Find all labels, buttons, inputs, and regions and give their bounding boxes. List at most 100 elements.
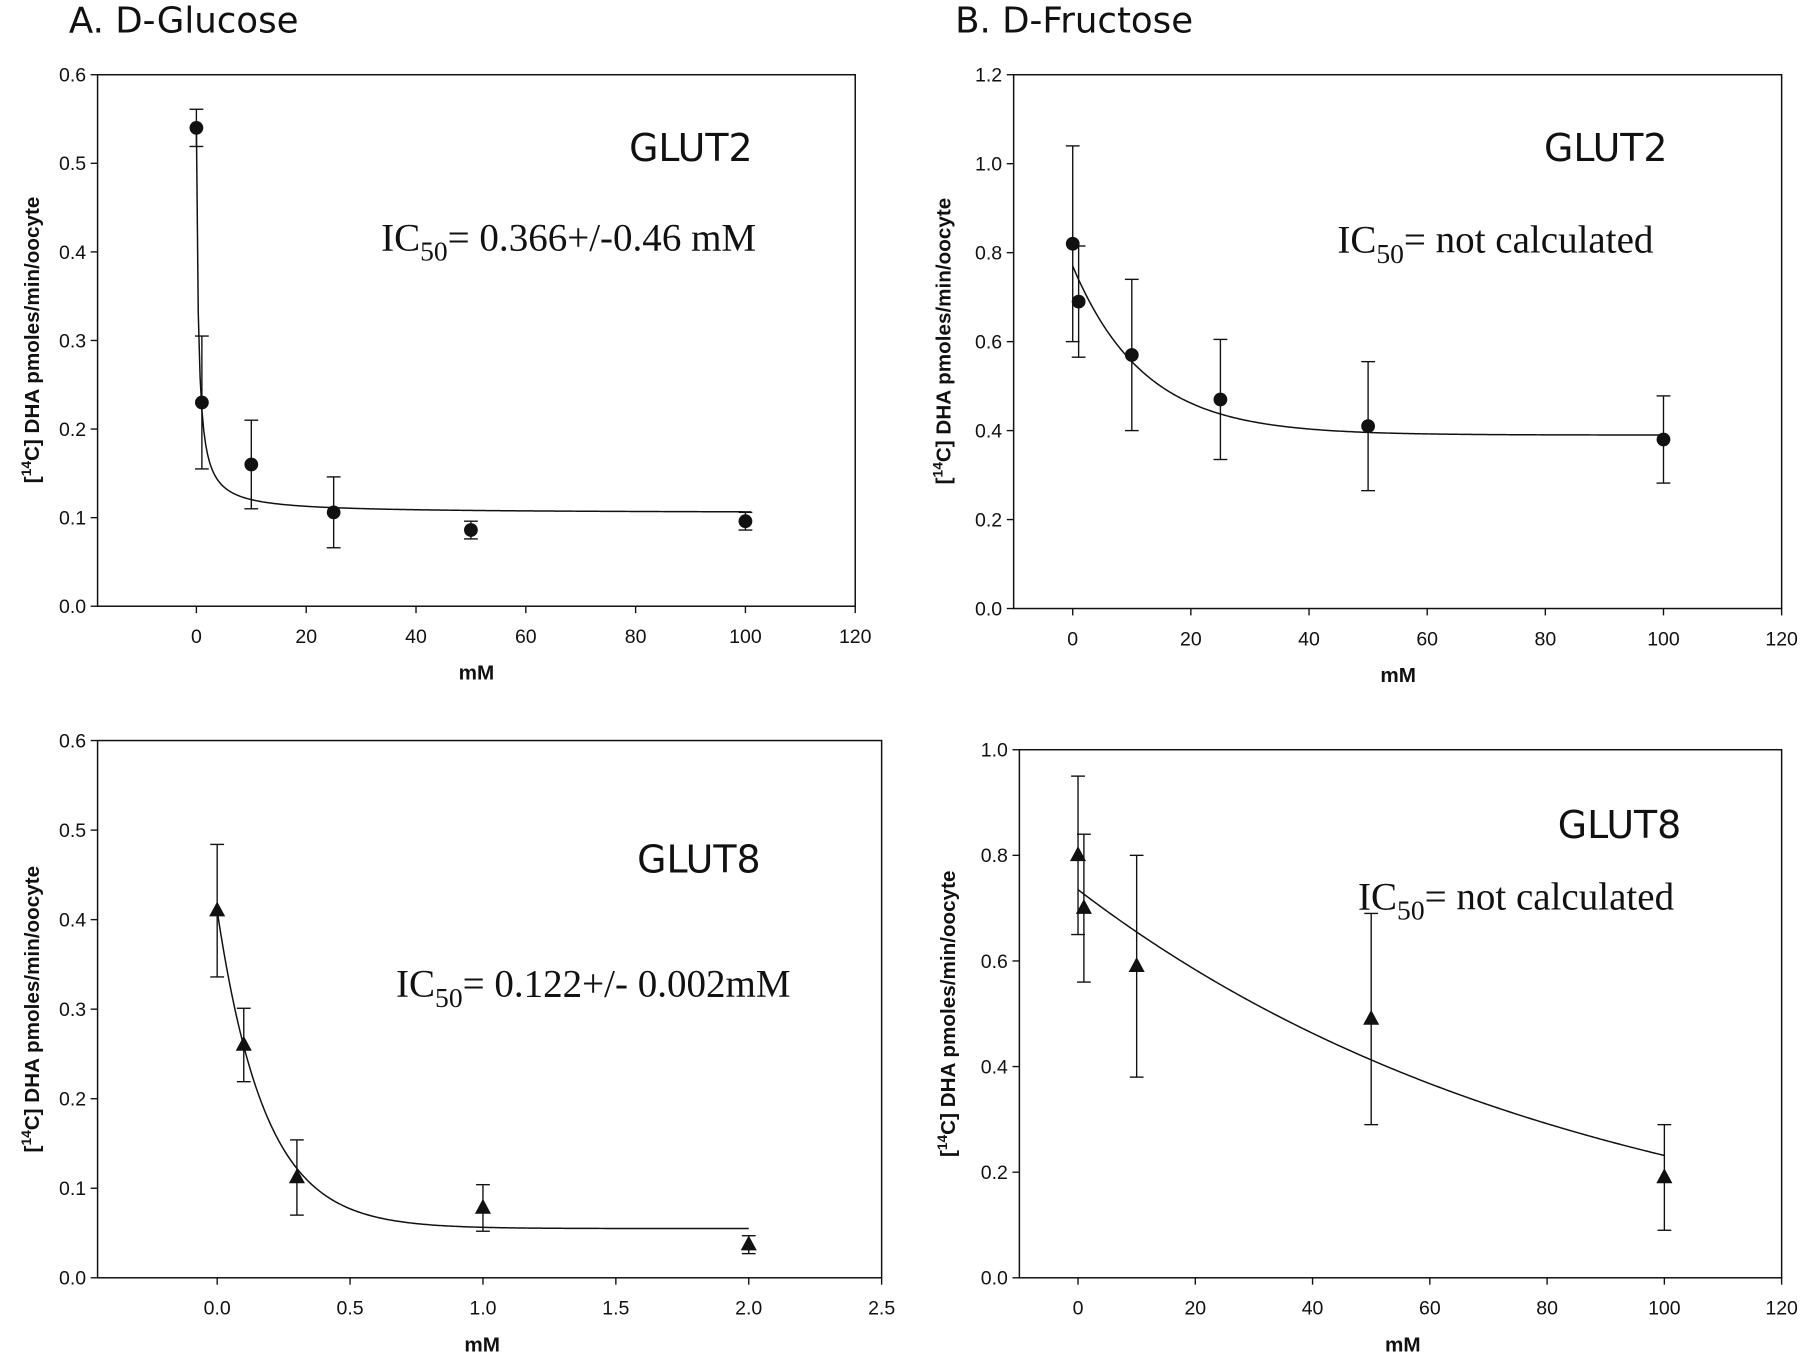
y-tick-label: 0.2 — [981, 1162, 1008, 1184]
x-tick-label: 40 — [1302, 1298, 1324, 1320]
y-axis-label: [14C] DHA pmoles/min/oocyte — [935, 870, 960, 1157]
y-tick-label: 0.0 — [59, 1268, 86, 1290]
ic50-prefix: IC — [1337, 219, 1376, 262]
x-tick-label: 80 — [1534, 628, 1556, 650]
x-tick-label: 2.0 — [735, 1298, 762, 1320]
data-point — [1128, 957, 1145, 972]
y-tick-label: 1.2 — [975, 65, 1002, 87]
ic50-sub: 50 — [435, 982, 463, 1013]
y-axis-label: [14C] DHA pmoles/min/oocyte — [930, 198, 955, 485]
data-point — [244, 457, 259, 472]
y-tick-label: 0.2 — [975, 509, 1002, 531]
y-tick-label: 0.2 — [59, 1089, 86, 1111]
x-tick-label: 120 — [1765, 1298, 1798, 1320]
y-tick-label: 0.3 — [59, 330, 86, 352]
x-tick-label: 0 — [1073, 1298, 1084, 1320]
ic50-annotation: IC50= 0.122+/- 0.002mM — [396, 963, 791, 1013]
y-axis-label: [14C] DHA pmoles/min/oocyte — [19, 197, 44, 484]
ic50-sub: 50 — [1376, 238, 1404, 269]
chart-glut8-3: 0.0 0.2 0.4 0.6 0.8 1.0 0 20 40 60 80 100 120 mM [14C]… — [935, 740, 1798, 1357]
data-point — [1075, 898, 1092, 914]
x-tick-label: 80 — [1536, 1298, 1558, 1320]
y-tick-label: 0.0 — [975, 598, 1002, 620]
x-tick-label: 40 — [1298, 628, 1320, 650]
y-tick-label: 0.1 — [59, 508, 86, 530]
data-point — [1069, 846, 1087, 862]
y-tick-label: 0.2 — [59, 419, 86, 441]
x-axis-label: mM — [1385, 1333, 1421, 1356]
y-tick-label: 0.8 — [981, 845, 1008, 867]
data-point — [474, 1198, 491, 1214]
data-point — [195, 395, 209, 410]
chart-glut2-0: 0.0 0.1 0.2 0.3 0.4 0.5 0.6 0 20 40 60 80 100 120 mM [1… — [19, 65, 872, 685]
ic50-sub: 50 — [1397, 895, 1425, 926]
x-tick-label: 1.5 — [602, 1298, 629, 1320]
data-point — [464, 523, 478, 537]
y-tick-label: 0.3 — [59, 999, 86, 1021]
ic50-prefix: IC — [1358, 875, 1397, 918]
x-axis-label: mM — [459, 662, 495, 685]
data-point — [1361, 419, 1375, 434]
x-tick-label: 120 — [839, 626, 872, 648]
x-tick-label: 0.0 — [204, 1298, 231, 1320]
y-label-rest: C] DHA pmoles/min/oocyte — [21, 197, 44, 461]
y-axis-label: [14C] DHA pmoles/min/oocyte — [19, 866, 44, 1153]
y-tick-label: 0.5 — [59, 153, 86, 175]
y-tick-label: 1.0 — [981, 740, 1008, 762]
y-label-sup: 14 — [935, 1134, 950, 1150]
y-tick-label: 0.6 — [59, 65, 86, 87]
ic50-text: = not calculated — [1425, 875, 1675, 918]
x-axis-label: mM — [464, 1333, 500, 1356]
ic50-text: = 0.366+/-0.46 mM — [448, 216, 756, 259]
x-tick-label: 0 — [1067, 628, 1078, 650]
x-tick-label: 0.5 — [337, 1298, 364, 1320]
data-point — [1065, 236, 1080, 251]
data-point — [235, 1035, 252, 1051]
x-tick-label: 120 — [1765, 628, 1798, 650]
y-label-open: [ — [937, 1150, 960, 1157]
x-tick-label: 80 — [625, 626, 647, 648]
y-label-rest: C] DHA pmoles/min/oocyte — [933, 198, 956, 462]
y-label-open: [ — [933, 477, 956, 484]
data-point — [1071, 294, 1086, 309]
data-point — [209, 901, 226, 917]
x-tick-label: 100 — [1648, 1298, 1681, 1320]
series-label: GLUT8 — [637, 838, 761, 882]
x-tick-label: 20 — [1180, 628, 1202, 650]
x-tick-label: 60 — [1416, 628, 1438, 650]
ic50-annotation: IC50= 0.366+/-0.46 mM — [381, 216, 756, 266]
y-tick-label: 0.6 — [981, 951, 1008, 973]
y-tick-label: 0.4 — [975, 420, 1002, 442]
y-label-open: [ — [21, 1145, 44, 1152]
series-label: GLUT8 — [1558, 803, 1682, 847]
panel-title-a: A. D-Glucose — [69, 0, 299, 41]
y-tick-label: 0.4 — [59, 910, 86, 932]
x-tick-label: 1.0 — [469, 1298, 496, 1320]
y-tick-label: 0.1 — [59, 1178, 86, 1200]
y-tick-label: 0.0 — [59, 596, 86, 618]
y-tick-label: 0.6 — [59, 730, 86, 752]
x-axis-label: mM — [1380, 664, 1416, 687]
plot-frame — [96, 739, 883, 1279]
x-tick-label: 40 — [405, 626, 427, 648]
y-label-rest: C] DHA pmoles/min/oocyte — [937, 870, 960, 1134]
plot-frame — [1018, 748, 1783, 1279]
data-point — [326, 505, 341, 520]
x-tick-label: 60 — [515, 626, 537, 648]
series-label: GLUT2 — [1544, 126, 1668, 170]
data-point — [1124, 348, 1139, 362]
data-point — [189, 120, 204, 135]
panel-title-b: B. D-Fructose — [955, 0, 1193, 41]
y-tick-label: 1.0 — [975, 154, 1002, 176]
ic50-text: = not calculated — [1404, 219, 1654, 262]
x-tick-label: 20 — [1184, 1298, 1206, 1320]
chart-glut8-2: 0.0 0.1 0.2 0.3 0.4 0.5 0.6 0.0 0.5 1.0 1.5 2.0 2.5 m… — [19, 730, 895, 1356]
x-tick-label: 0 — [191, 626, 202, 648]
chart-glut2-1: 0.0 0.2 0.4 0.6 0.8 1.0 1.2 0 20 40 60 80 100 120 mM [1… — [930, 65, 1798, 687]
ic50-prefix: IC — [396, 963, 435, 1006]
data-point — [288, 1168, 305, 1184]
y-label-open: [ — [21, 476, 44, 483]
x-tick-label: 60 — [1419, 1298, 1441, 1320]
ic50-prefix: IC — [381, 216, 420, 259]
